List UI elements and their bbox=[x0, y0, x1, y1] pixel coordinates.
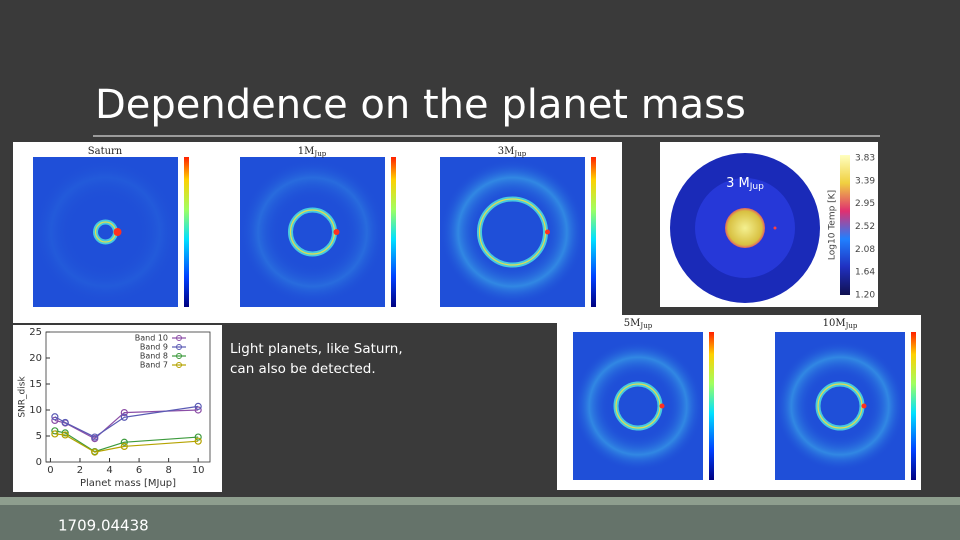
label-sub: Jup bbox=[513, 150, 526, 158]
legend-label: Band 8 bbox=[140, 352, 168, 361]
planet bbox=[861, 403, 867, 409]
panel-label: 3MJup bbox=[498, 146, 527, 159]
x-tick-label: 10 bbox=[192, 465, 205, 476]
panel-label: 5MJup bbox=[624, 318, 653, 331]
panel-label: 3 MJup bbox=[726, 176, 764, 192]
label-sub: Jup bbox=[313, 150, 326, 158]
footer-stripe bbox=[0, 497, 960, 505]
caption: Light planets, like Saturn, can also be … bbox=[230, 341, 407, 377]
colorbar bbox=[184, 157, 189, 307]
y-tick-label: 15 bbox=[29, 379, 42, 390]
legend-label: Band 10 bbox=[135, 334, 168, 343]
colorbar bbox=[911, 332, 916, 480]
planet bbox=[113, 228, 122, 236]
label-sub: Jup bbox=[845, 322, 858, 330]
series-marker bbox=[61, 418, 69, 427]
label-sub: Jup bbox=[749, 182, 764, 192]
temp-hot bbox=[725, 208, 765, 248]
disk-halo bbox=[33, 159, 178, 305]
series-marker bbox=[120, 438, 128, 446]
reference: 1709.04438 bbox=[58, 517, 149, 535]
caption-line: can also be detected. bbox=[230, 361, 376, 377]
colorbar-tick-label: 2.08 bbox=[855, 245, 875, 255]
colorbar-tick-label: 2.95 bbox=[855, 199, 875, 209]
colorbar-title: Log10 Temp [K] bbox=[828, 190, 838, 260]
legend-label: Band 9 bbox=[140, 343, 168, 352]
colorbar bbox=[591, 157, 596, 307]
x-tick-label: 4 bbox=[106, 465, 112, 476]
legend-marker bbox=[176, 344, 182, 350]
series-marker bbox=[51, 430, 59, 438]
colorbar-tick-label: 3.39 bbox=[855, 176, 875, 186]
disk-halo bbox=[775, 341, 905, 471]
series-marker bbox=[120, 442, 128, 450]
disk-halo bbox=[440, 159, 585, 305]
legend-marker bbox=[176, 335, 182, 341]
x-tick-label: 2 bbox=[77, 465, 83, 476]
series-marker bbox=[91, 433, 99, 441]
colorbar bbox=[391, 157, 396, 307]
series-marker bbox=[51, 413, 59, 421]
legend-marker bbox=[176, 362, 182, 368]
legend-marker bbox=[176, 353, 182, 359]
colorbar-tick-label: 3.83 bbox=[855, 154, 875, 164]
label-main: 5M bbox=[624, 318, 641, 329]
series-marker bbox=[61, 429, 69, 437]
temp-colorbar bbox=[840, 155, 850, 295]
series-marker bbox=[194, 437, 202, 445]
y-tick-label: 25 bbox=[29, 327, 42, 338]
series-marker bbox=[120, 413, 128, 421]
series-marker bbox=[194, 433, 202, 441]
footer-band bbox=[0, 505, 960, 540]
y-tick-label: 5 bbox=[36, 431, 42, 442]
label-main: 10M bbox=[823, 318, 846, 329]
disk-halo bbox=[573, 341, 703, 471]
legend-label: Band 7 bbox=[140, 361, 168, 370]
panel-label: 10MJup bbox=[823, 318, 858, 331]
series-marker bbox=[51, 427, 59, 435]
label-main: Saturn bbox=[88, 146, 123, 157]
label-main: 3 M bbox=[726, 176, 750, 191]
series-marker bbox=[91, 448, 99, 456]
panel-label: 1MJup bbox=[298, 146, 327, 159]
series-marker bbox=[120, 409, 128, 417]
label-sub: Jup bbox=[639, 322, 652, 330]
series-line bbox=[54, 405, 199, 438]
series-marker bbox=[61, 431, 69, 439]
colorbar-tick-label: 1.64 bbox=[855, 268, 875, 278]
panel-label: Saturn bbox=[88, 146, 123, 157]
planet bbox=[659, 403, 665, 409]
label-main: 1M bbox=[298, 146, 315, 157]
x-tick-label: 0 bbox=[47, 465, 53, 476]
label-main: 3M bbox=[498, 146, 515, 157]
y-tick-label: 0 bbox=[36, 457, 42, 468]
caption-line: Light planets, like Saturn, bbox=[230, 341, 403, 357]
x-tick-label: 8 bbox=[165, 465, 171, 476]
y-axis-label: SNR_disk bbox=[18, 376, 28, 418]
colorbar-tick-label: 1.20 bbox=[855, 291, 875, 301]
series-marker bbox=[194, 406, 202, 414]
colorbar-tick-label: 2.52 bbox=[855, 222, 875, 232]
planet bbox=[333, 229, 340, 235]
disk-halo bbox=[240, 159, 385, 305]
colorbar bbox=[709, 332, 714, 480]
series-marker bbox=[194, 402, 202, 410]
planet bbox=[545, 229, 550, 235]
snr-chart-panel bbox=[13, 325, 222, 492]
plot-frame bbox=[45, 331, 211, 463]
x-axis-label: Planet mass [MJup] bbox=[80, 478, 176, 489]
temp-planet bbox=[773, 226, 777, 230]
y-tick-label: 10 bbox=[29, 405, 42, 416]
x-tick-label: 6 bbox=[136, 465, 142, 476]
slide-title: Dependence on the planet mass bbox=[95, 82, 746, 128]
y-tick-label: 20 bbox=[29, 353, 42, 364]
